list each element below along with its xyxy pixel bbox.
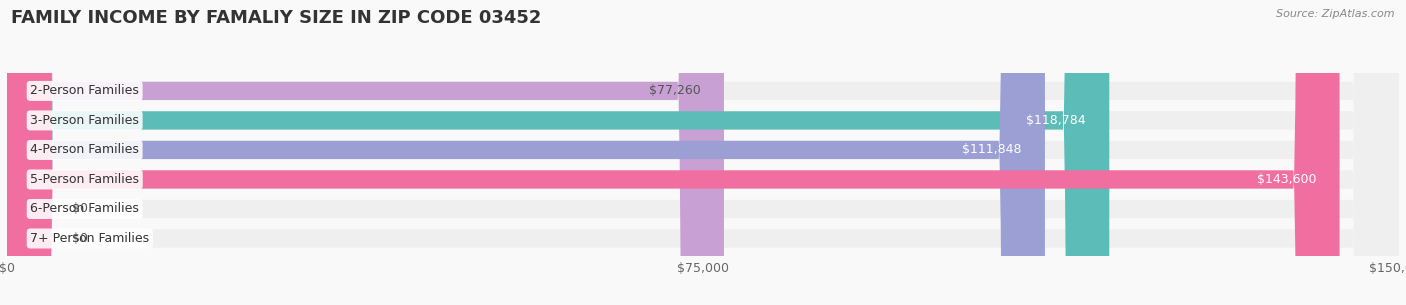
FancyBboxPatch shape xyxy=(7,0,1399,305)
FancyBboxPatch shape xyxy=(7,0,1399,305)
FancyBboxPatch shape xyxy=(7,0,1399,305)
Text: 5-Person Families: 5-Person Families xyxy=(31,173,139,186)
Text: $143,600: $143,600 xyxy=(1257,173,1316,186)
Text: 2-Person Families: 2-Person Families xyxy=(31,84,139,97)
FancyBboxPatch shape xyxy=(7,0,1340,305)
FancyBboxPatch shape xyxy=(7,0,1109,305)
Text: 4-Person Families: 4-Person Families xyxy=(31,143,139,156)
FancyBboxPatch shape xyxy=(7,0,1399,305)
Text: $77,260: $77,260 xyxy=(650,84,700,97)
Text: 6-Person Families: 6-Person Families xyxy=(31,203,139,215)
FancyBboxPatch shape xyxy=(7,0,1045,305)
FancyBboxPatch shape xyxy=(7,0,724,305)
Text: 7+ Person Families: 7+ Person Families xyxy=(31,232,149,245)
Text: $0: $0 xyxy=(72,232,89,245)
Text: $118,784: $118,784 xyxy=(1026,114,1085,127)
Text: $111,848: $111,848 xyxy=(962,143,1022,156)
Text: Source: ZipAtlas.com: Source: ZipAtlas.com xyxy=(1277,9,1395,19)
Text: 3-Person Families: 3-Person Families xyxy=(31,114,139,127)
Text: FAMILY INCOME BY FAMALIY SIZE IN ZIP CODE 03452: FAMILY INCOME BY FAMALIY SIZE IN ZIP COD… xyxy=(11,9,541,27)
FancyBboxPatch shape xyxy=(7,0,1399,305)
FancyBboxPatch shape xyxy=(7,0,1399,305)
Text: $0: $0 xyxy=(72,203,89,215)
